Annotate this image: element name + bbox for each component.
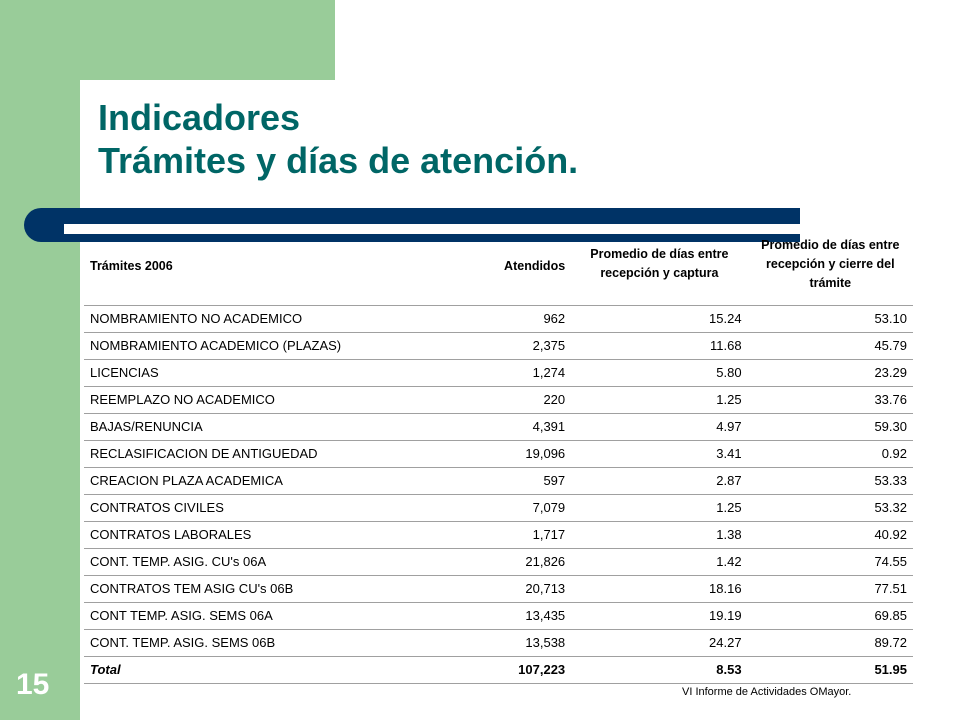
table-header-row: Trámites 2006 Atendidos Promedio de días… xyxy=(84,224,913,306)
table-row: LICENCIAS 1,274 5.80 23.29 xyxy=(84,359,913,387)
green-side-band xyxy=(0,0,80,720)
cell-cierre: 59.30 xyxy=(747,413,913,441)
cell-cierre: 77.51 xyxy=(747,575,913,603)
table-row: CONT. TEMP. ASIG. SEMS 06B 13,538 24.27 … xyxy=(84,629,913,657)
header-tramites: Trámites 2006 xyxy=(84,224,375,306)
cell-tramite: NOMBRAMIENTO NO ACADEMICO xyxy=(84,305,375,333)
cell-tramite: CONT. TEMP. ASIG. SEMS 06B xyxy=(84,629,375,657)
cell-captura: 1.42 xyxy=(571,548,748,576)
table-row: NOMBRAMIENTO NO ACADEMICO 962 15.24 53.1… xyxy=(84,305,913,333)
cell-tramite: CREACION PLAZA ACADEMICA xyxy=(84,467,375,495)
cell-tramite: CONTRATOS LABORALES xyxy=(84,521,375,549)
cell-atendidos: 7,079 xyxy=(374,494,572,522)
cell-tramite: NOMBRAMIENTO ACADEMICO (PLAZAS) xyxy=(84,332,375,360)
table-row: RECLASIFICACION DE ANTIGUEDAD 19,096 3.4… xyxy=(84,440,913,468)
cell-captura: 3.41 xyxy=(571,440,748,468)
green-top-band xyxy=(0,0,335,80)
cell-total-captura: 8.53 xyxy=(571,656,748,684)
table-total-row: Total 107,223 8.53 51.95 xyxy=(84,656,913,684)
cell-captura: 4.97 xyxy=(571,413,748,441)
header-captura: Promedio de días entre recepción y captu… xyxy=(571,224,748,306)
cell-tramite: CONTRATOS CIVILES xyxy=(84,494,375,522)
cell-cierre: 69.85 xyxy=(747,602,913,630)
cell-cierre: 74.55 xyxy=(747,548,913,576)
cell-captura: 1.25 xyxy=(571,494,748,522)
cell-tramite: LICENCIAS xyxy=(84,359,375,387)
cell-captura: 18.16 xyxy=(571,575,748,603)
cell-atendidos: 4,391 xyxy=(374,413,572,441)
cell-atendidos: 13,435 xyxy=(374,602,572,630)
cell-tramite: CONTRATOS TEM ASIG CU's 06B xyxy=(84,575,375,603)
cell-tramite: RECLASIFICACION DE ANTIGUEDAD xyxy=(84,440,375,468)
header-cierre: Promedio de días entre recepción y cierr… xyxy=(747,224,913,306)
cell-captura: 19.19 xyxy=(571,602,748,630)
tramites-table: Trámites 2006 Atendidos Promedio de días… xyxy=(84,224,913,684)
table-row: CONT TEMP. ASIG. SEMS 06A 13,435 19.19 6… xyxy=(84,602,913,630)
cell-cierre: 89.72 xyxy=(747,629,913,657)
table-row: CONTRATOS CIVILES 7,079 1.25 53.32 xyxy=(84,494,913,522)
cell-cierre: 53.32 xyxy=(747,494,913,522)
table-row: BAJAS/RENUNCIA 4,391 4.97 59.30 xyxy=(84,413,913,441)
table-row: CONTRATOS TEM ASIG CU's 06B 20,713 18.16… xyxy=(84,575,913,603)
header-atendidos: Atendidos xyxy=(374,224,572,306)
cell-atendidos: 1,717 xyxy=(374,521,572,549)
slide-title: Indicadores Trámites y días de atención. xyxy=(98,96,578,182)
table-row: CREACION PLAZA ACADEMICA 597 2.87 53.33 xyxy=(84,467,913,495)
table-row: REEMPLAZO NO ACADEMICO 220 1.25 33.76 xyxy=(84,386,913,414)
cell-total-cierre: 51.95 xyxy=(747,656,913,684)
cell-atendidos: 597 xyxy=(374,467,572,495)
table-row: CONT. TEMP. ASIG. CU's 06A 21,826 1.42 7… xyxy=(84,548,913,576)
title-line-2: Trámites y días de atención. xyxy=(98,140,579,181)
cell-atendidos: 13,538 xyxy=(374,629,572,657)
cell-cierre: 45.79 xyxy=(747,332,913,360)
cell-tramite: CONT TEMP. ASIG. SEMS 06A xyxy=(84,602,375,630)
cell-atendidos: 220 xyxy=(374,386,572,414)
page-number: 15 xyxy=(16,668,50,701)
cell-captura: 24.27 xyxy=(571,629,748,657)
cell-atendidos: 20,713 xyxy=(374,575,572,603)
cell-tramite: BAJAS/RENUNCIA xyxy=(84,413,375,441)
cell-captura: 1.25 xyxy=(571,386,748,414)
cell-captura: 15.24 xyxy=(571,305,748,333)
cell-cierre: 53.33 xyxy=(747,467,913,495)
cell-cierre: 0.92 xyxy=(747,440,913,468)
cell-tramite: REEMPLAZO NO ACADEMICO xyxy=(84,386,375,414)
cell-atendidos: 2,375 xyxy=(374,332,572,360)
cell-cierre: 33.76 xyxy=(747,386,913,414)
cell-captura: 5.80 xyxy=(571,359,748,387)
cell-atendidos: 19,096 xyxy=(374,440,572,468)
table-row: CONTRATOS LABORALES 1,717 1.38 40.92 xyxy=(84,521,913,549)
cell-cierre: 40.92 xyxy=(747,521,913,549)
cell-tramite: CONT. TEMP. ASIG. CU's 06A xyxy=(84,548,375,576)
cell-cierre: 53.10 xyxy=(747,305,913,333)
table-row: NOMBRAMIENTO ACADEMICO (PLAZAS) 2,375 11… xyxy=(84,332,913,360)
cell-atendidos: 21,826 xyxy=(374,548,572,576)
cell-total-atendidos: 107,223 xyxy=(374,656,572,684)
cell-total-label: Total xyxy=(84,656,375,684)
cell-captura: 11.68 xyxy=(571,332,748,360)
cell-cierre: 23.29 xyxy=(747,359,913,387)
cell-captura: 1.38 xyxy=(571,521,748,549)
cell-captura: 2.87 xyxy=(571,467,748,495)
cell-atendidos: 962 xyxy=(374,305,572,333)
footer-note: VI Informe de Actividades OMayor. xyxy=(682,686,852,698)
cell-atendidos: 1,274 xyxy=(374,359,572,387)
title-line-1: Indicadores xyxy=(98,97,301,138)
